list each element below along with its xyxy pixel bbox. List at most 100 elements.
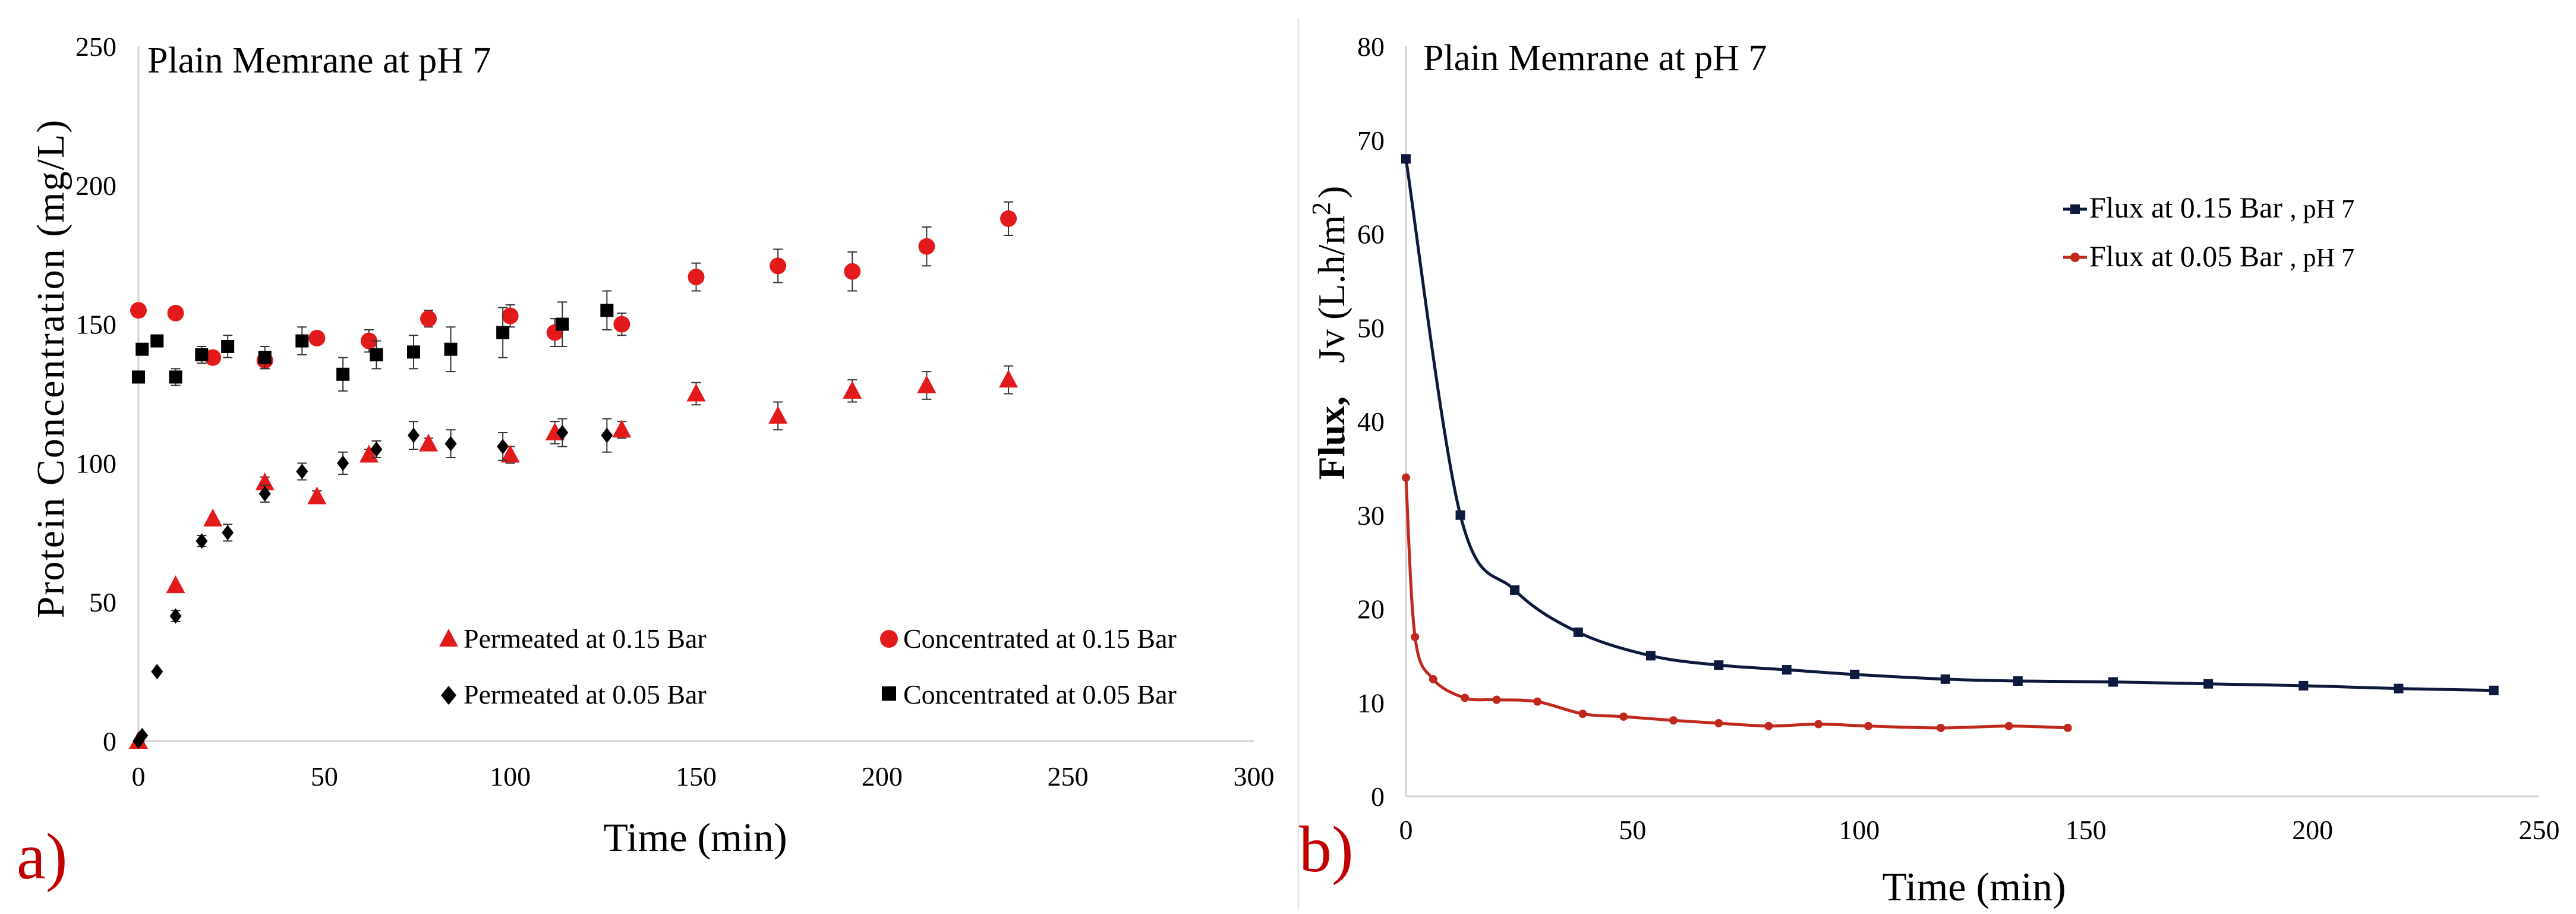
data-point: [1492, 695, 1501, 704]
series-line: [1404, 158, 2494, 692]
legend-marker-circle: [2070, 253, 2080, 262]
data-point: [2004, 721, 2013, 730]
data-point: [1714, 660, 1724, 670]
data-point: [601, 427, 613, 443]
data-point: [770, 257, 787, 275]
data-point: [1619, 712, 1628, 721]
data-point: [1850, 669, 1860, 679]
data-point: [406, 345, 420, 359]
series-square: [1401, 154, 2499, 695]
chart-b-x-tick-labels: 0 50 100 150 200 250: [1399, 815, 2560, 845]
legend-marker-triangle: [439, 629, 458, 647]
data-point: [843, 380, 862, 399]
y-tick-label: 200: [75, 171, 116, 201]
y-tick-label: 150: [75, 310, 116, 340]
data-point: [2394, 683, 2404, 694]
x-tick-label: 250: [2519, 815, 2560, 845]
data-point: [258, 486, 271, 502]
data-point: [296, 464, 308, 480]
data-point: [1429, 675, 1437, 683]
y-tick-label: 50: [1357, 313, 1385, 343]
data-point: [1764, 721, 1773, 730]
panel-label-b: b): [1299, 813, 1354, 885]
y-tick-label: 20: [1357, 594, 1385, 625]
data-point: [1402, 473, 1410, 482]
legend-item-flux-0-15: Flux at 0.15 Bar , pH 7: [2063, 191, 2354, 224]
y-tick-label: 0: [103, 726, 116, 757]
x-tick-label: 200: [2292, 815, 2333, 845]
y-tick-label: 30: [1357, 500, 1385, 531]
data-point: [1401, 154, 1411, 164]
legend-label: Flux at 0.05 Bar , pH 7: [2089, 239, 2354, 273]
chart-a-legend: Permeated at 0.15 Bar Concentrated at 0.…: [439, 623, 1177, 710]
data-point: [2203, 679, 2214, 689]
x-tick-label: 100: [1839, 815, 1880, 845]
chart-b-title: Plain Memrane at pH 7: [1423, 38, 1767, 78]
legend-item-permeated-0-05: Permeated at 0.05 Bar: [441, 679, 707, 710]
chart-b-y-axis-label-main: Jv (L.h/m: [1310, 215, 1352, 363]
data-point: [686, 383, 706, 402]
legend-marker-diamond: [441, 686, 456, 705]
chart-b-legend: Flux at 0.15 Bar , pH 7 Flux at 0.05 Bar…: [2063, 191, 2354, 273]
data-point: [1669, 716, 1678, 725]
data-point: [1455, 510, 1465, 520]
y-tick-label: 80: [1357, 31, 1385, 62]
data-point: [136, 727, 149, 743]
legend-item-concentrated-0-15: Concentrated at 0.15 Bar: [880, 623, 1177, 654]
chart-a-marks: [129, 201, 1019, 749]
data-point: [407, 427, 420, 443]
series-diamond: [133, 418, 613, 749]
chart-a-axes: [137, 46, 1254, 742]
data-point: [613, 316, 630, 333]
x-tick-label: 50: [311, 761, 338, 792]
data-point: [1864, 721, 1873, 730]
legend-label-tail: , pH 7: [2290, 194, 2354, 223]
data-point: [999, 370, 1019, 388]
legend-marker-circle: [880, 630, 898, 648]
data-point: [337, 455, 349, 471]
data-point: [496, 326, 510, 339]
chart-b-axes: [1405, 46, 2539, 798]
legend-label-main: Flux at 0.15 Bar: [2089, 191, 2282, 224]
data-point: [1937, 723, 1946, 732]
data-point: [295, 334, 309, 348]
legend-item-flux-0-05: Flux at 0.05 Bar , pH 7: [2063, 239, 2354, 273]
data-point: [444, 436, 457, 452]
data-point: [918, 238, 935, 255]
data-point: [1573, 627, 1583, 637]
y-tick-label: 40: [1357, 406, 1385, 437]
series-square: [132, 290, 614, 392]
x-tick-label: 0: [132, 761, 146, 792]
chart-b-x-axis-label: Time (min): [1882, 864, 2066, 909]
data-point: [222, 525, 234, 541]
data-point: [130, 302, 147, 319]
y-tick-label: 60: [1357, 219, 1385, 250]
data-point: [1411, 632, 1420, 641]
x-tick-label: 200: [862, 761, 903, 792]
x-tick-label: 300: [1234, 761, 1275, 792]
chart-b-y-axis-label-sup: 2: [1307, 202, 1336, 215]
chart-b-y-tick-labels: 0 10 20 30 40 50 60 70 80: [1357, 31, 1385, 812]
data-point: [612, 420, 632, 438]
y-tick-label: 10: [1357, 688, 1385, 718]
legend-label: Concentrated at 0.05 Bar: [903, 679, 1177, 710]
data-point: [370, 348, 383, 362]
x-tick-label: 100: [490, 761, 531, 792]
data-point: [169, 370, 182, 384]
data-point: [419, 433, 439, 452]
data-point: [2489, 685, 2499, 695]
x-tick-label: 250: [1048, 761, 1089, 792]
series-circle: [130, 201, 1017, 370]
legend-label-main: Flux at 0.05 Bar: [2089, 239, 2282, 273]
data-point: [1814, 720, 1823, 729]
data-point: [151, 664, 163, 680]
data-point: [1940, 674, 1950, 684]
data-point: [444, 342, 458, 356]
data-point: [502, 307, 519, 324]
data-point: [308, 329, 326, 346]
data-point: [1000, 210, 1017, 227]
data-point: [150, 334, 164, 348]
legend-item-permeated-0-15: Permeated at 0.15 Bar: [439, 623, 707, 654]
data-point: [844, 263, 861, 280]
data-point: [307, 486, 327, 505]
